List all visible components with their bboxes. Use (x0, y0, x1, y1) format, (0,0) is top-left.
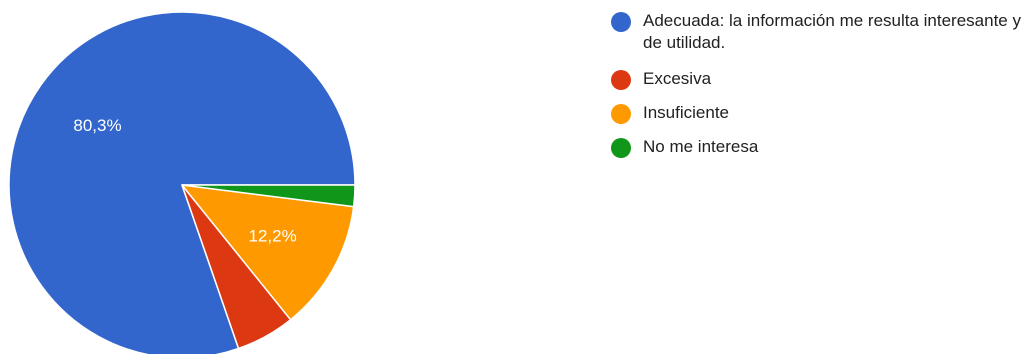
legend-item-insuficiente: Insuficiente (611, 102, 1034, 124)
legend-swatch-insuficiente (611, 104, 631, 124)
legend-item-no-me-interesa: No me interesa (611, 136, 1034, 158)
legend-label-adecuada: Adecuada: la información me resulta inte… (643, 11, 1021, 52)
pie-slice-insuficiente (181, 184, 355, 321)
slice-label-insuficiente: 12,2% (248, 227, 296, 246)
pie-slice-no-me-interesa (181, 184, 356, 208)
slice-label-adecuada: 80,3% (73, 116, 121, 135)
legend-item-adecuada: Adecuada: la información me resulta inte… (611, 10, 1034, 54)
legend-swatch-adecuada (611, 12, 631, 32)
legend-item-excesiva: Excesiva (611, 68, 1034, 90)
pie-plot-area: 80,3% 12,2% (8, 11, 356, 354)
legend-swatch-excesiva (611, 70, 631, 90)
legend-swatch-no-me-interesa (611, 138, 631, 158)
legend-label-no-me-interesa: No me interesa (643, 137, 759, 156)
pie-slice-adecuada (8, 11, 356, 354)
chart-legend: Adecuada: la información me resulta inte… (611, 10, 1034, 170)
legend-label-excesiva: Excesiva (643, 69, 712, 88)
legend-label-insuficiente: Insuficiente (643, 103, 729, 122)
